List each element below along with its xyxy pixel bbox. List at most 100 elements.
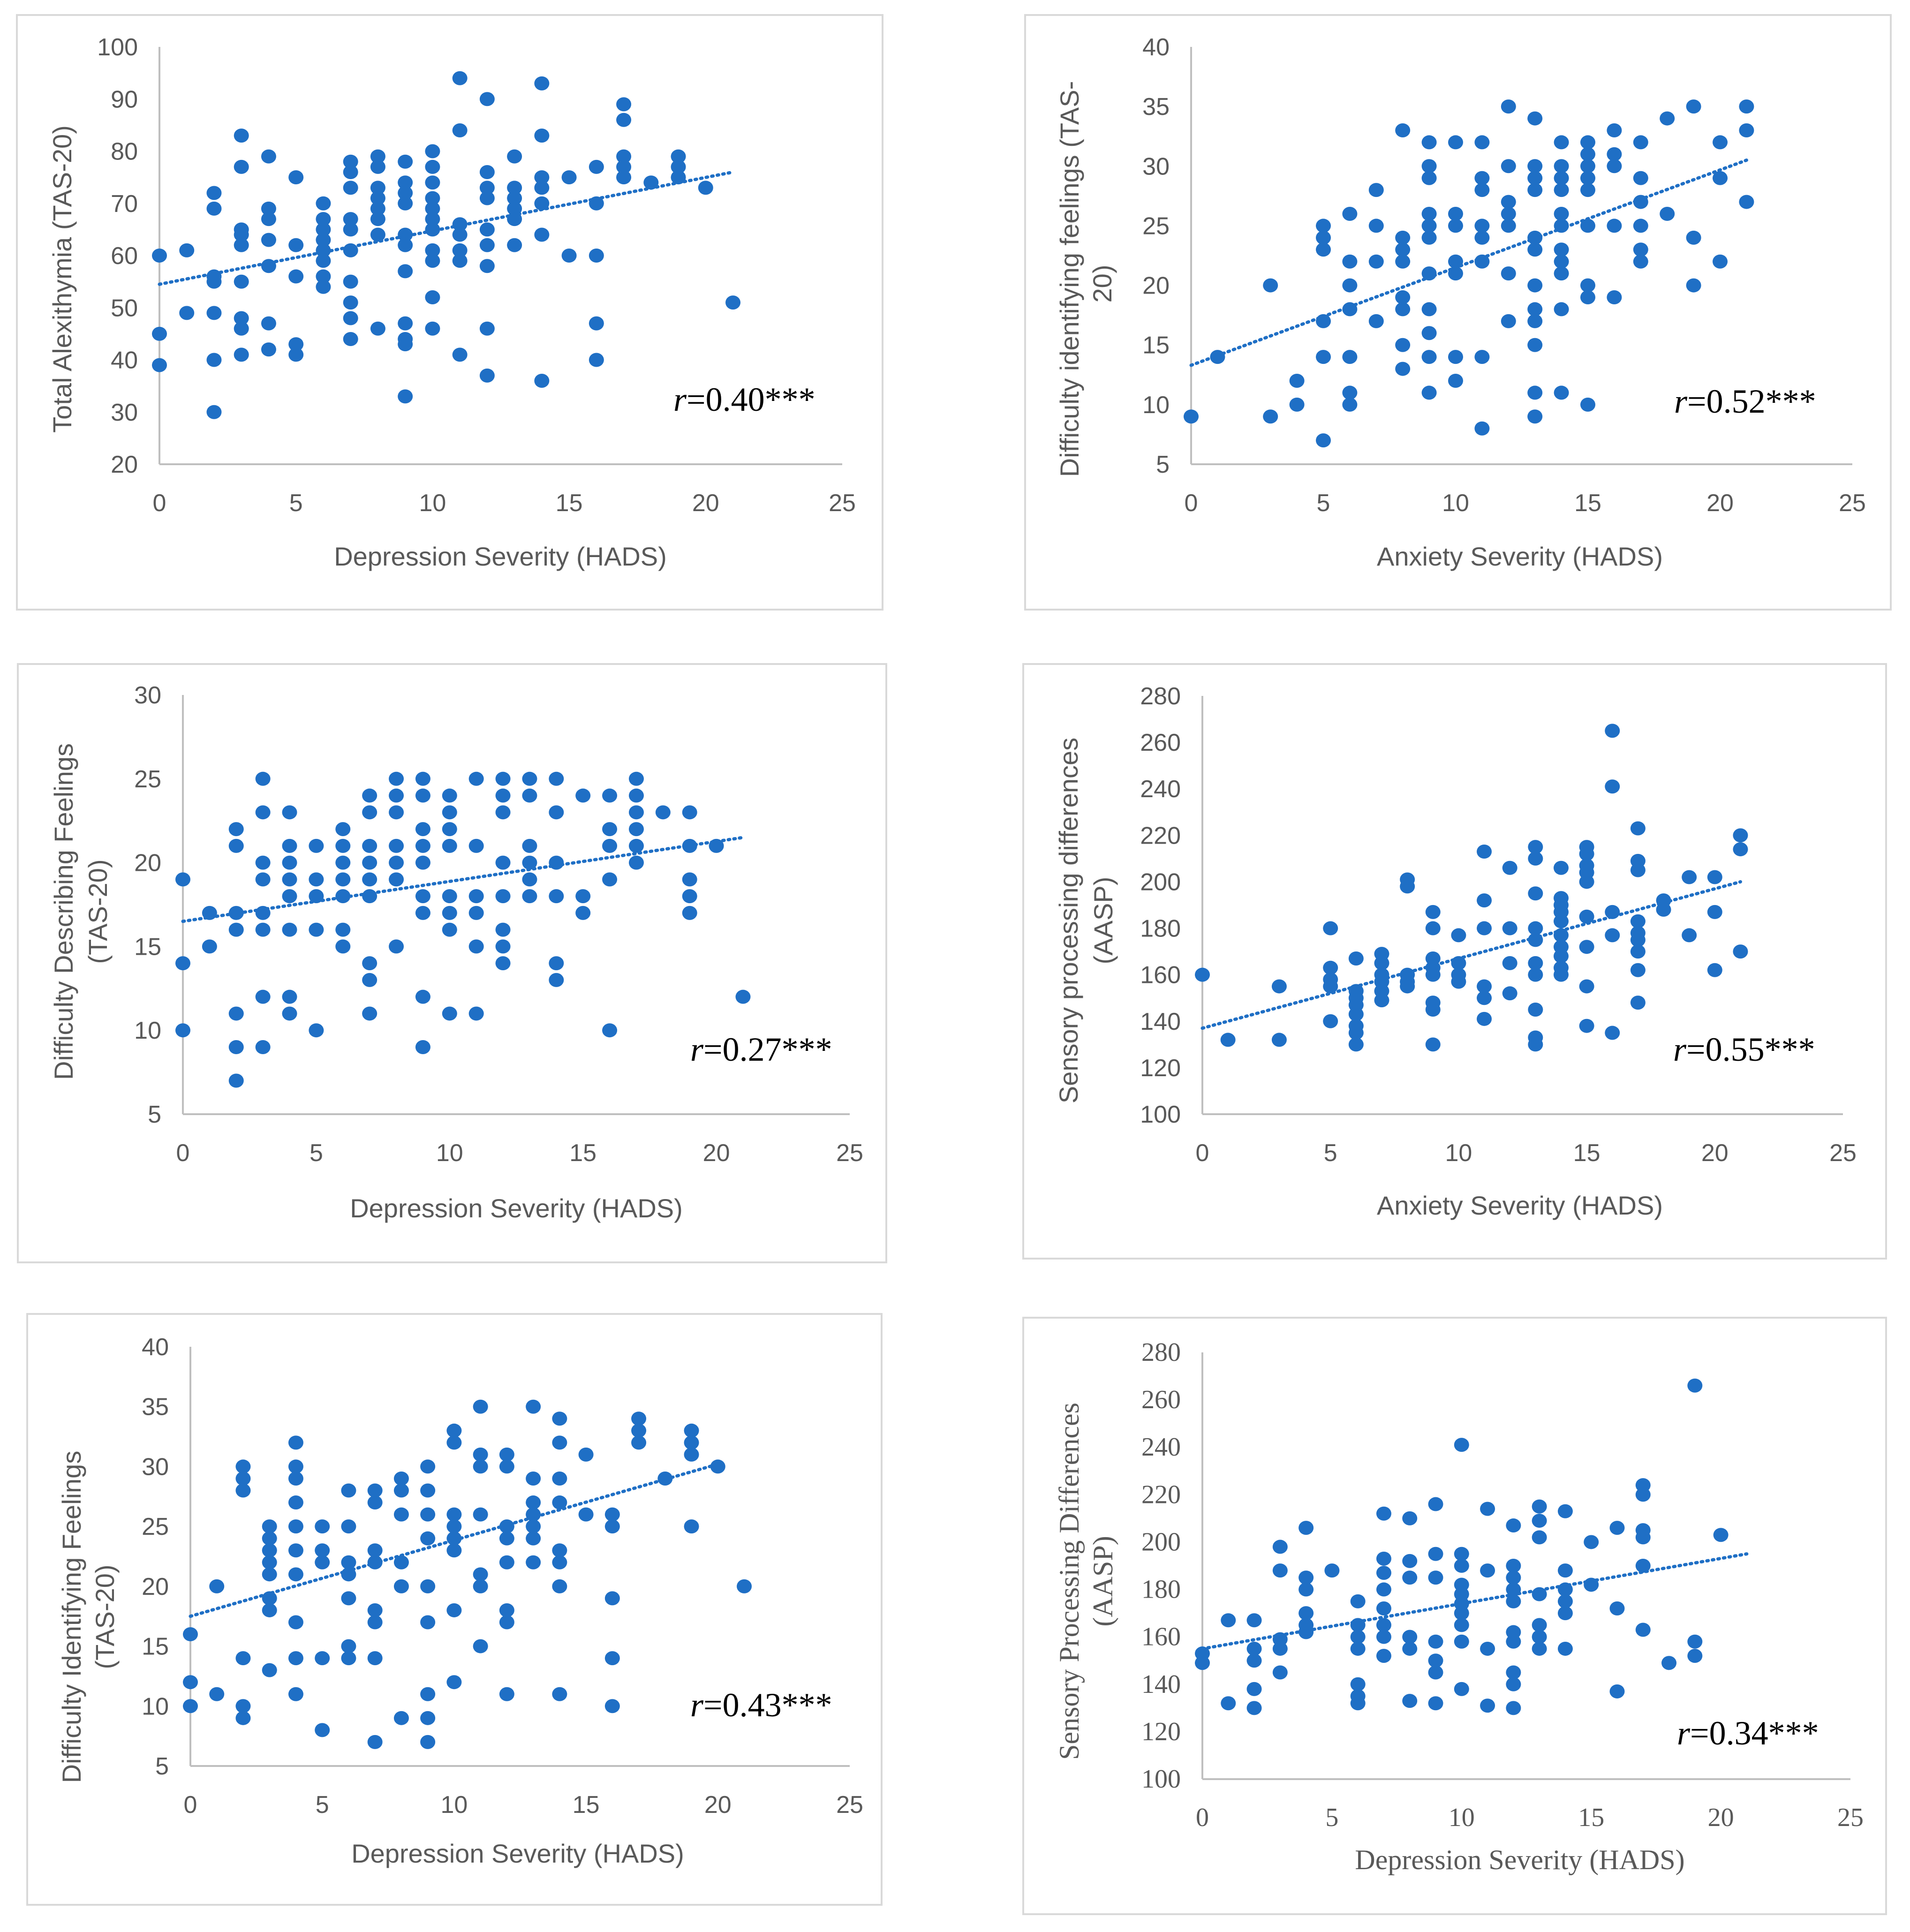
data-point [341, 1591, 356, 1606]
data-point [1454, 1606, 1469, 1621]
data-point [1528, 1003, 1543, 1017]
data-point [389, 805, 404, 820]
data-point [282, 1006, 297, 1021]
data-point [335, 838, 351, 853]
data-point [1323, 960, 1338, 975]
trendline [1200, 1552, 1749, 1651]
x-axis-label: Depression Severity (HADS) [351, 1839, 684, 1868]
data-point [628, 788, 644, 803]
y-tick-label: 20 [142, 1573, 169, 1600]
data-point [1554, 266, 1569, 281]
data-point [671, 159, 686, 174]
data-point [1395, 302, 1411, 317]
y-axis-label-line-1: Sensory processing differences [1054, 738, 1083, 1103]
y-tick-label: 280 [1141, 1338, 1181, 1367]
data-point [616, 113, 632, 127]
data-point [255, 1040, 271, 1054]
data-point [1376, 1582, 1391, 1597]
data-point [1554, 302, 1569, 317]
data-point [1579, 940, 1594, 954]
data-point [1580, 397, 1595, 412]
x-tick-label: 25 [1837, 1803, 1864, 1832]
data-point [1474, 421, 1490, 436]
data-point [1474, 230, 1490, 245]
x-tick-label: 15 [1573, 1140, 1600, 1167]
data-point [616, 149, 632, 164]
data-point [604, 1699, 620, 1713]
data-point [682, 889, 697, 904]
data-point [370, 149, 385, 164]
data-point [589, 159, 604, 174]
data-point [1580, 159, 1595, 174]
data-point [552, 1579, 567, 1593]
data-point [398, 196, 413, 211]
data-point [1579, 909, 1594, 924]
data-point [1527, 183, 1543, 197]
data-point [425, 290, 440, 304]
data-point [684, 1435, 699, 1450]
data-point [1374, 993, 1389, 1008]
data-point [370, 227, 385, 242]
data-point [1579, 1019, 1594, 1033]
y-tick-label: 30 [134, 682, 161, 709]
data-point [234, 128, 249, 143]
data-point [1480, 1502, 1495, 1516]
data-point [262, 1543, 277, 1558]
data-point [1323, 921, 1338, 936]
data-point [425, 191, 440, 205]
data-point [315, 1519, 330, 1534]
data-point [1368, 183, 1384, 197]
data-point [552, 1411, 567, 1426]
data-point [1502, 956, 1517, 970]
data-point [425, 175, 440, 190]
data-point [499, 1615, 514, 1630]
data-point [415, 838, 430, 853]
data-point [335, 855, 351, 870]
data-point [393, 1555, 409, 1570]
data-point [446, 1423, 462, 1438]
data-point [1661, 1656, 1677, 1670]
data-point [255, 771, 271, 786]
data-point [343, 181, 358, 195]
data-point [415, 771, 430, 786]
data-point [398, 337, 413, 352]
y-axis-label-line-2: (TAS-20) [83, 860, 113, 964]
data-point [1480, 1698, 1495, 1713]
data-point [534, 196, 550, 211]
data-point [1421, 159, 1437, 174]
data-point [288, 269, 304, 284]
x-tick-label: 20 [692, 490, 719, 517]
data-point [1707, 870, 1722, 884]
y-tick-label: 180 [1141, 1575, 1181, 1604]
data-point [495, 771, 511, 786]
data-point [1220, 1033, 1236, 1047]
data-point [1316, 219, 1331, 233]
data-point [398, 154, 413, 169]
data-point [1502, 986, 1517, 1001]
y-tick-label: 120 [1141, 1717, 1181, 1746]
data-point [420, 1687, 436, 1701]
data-point [341, 1483, 356, 1498]
data-point [549, 805, 564, 820]
x-tick-label: 0 [1196, 1803, 1209, 1832]
correlation-label: r=0.55*** [1673, 1031, 1815, 1068]
data-point [206, 353, 222, 367]
x-tick-label: 20 [703, 1140, 730, 1167]
data-point [495, 855, 511, 870]
data-point [602, 822, 618, 837]
data-point [420, 1507, 436, 1522]
data-point [698, 181, 713, 195]
data-point [446, 1603, 462, 1617]
data-point [1579, 875, 1594, 889]
data-point [1630, 821, 1646, 836]
data-point [234, 311, 249, 325]
data-point [183, 1675, 198, 1690]
data-point [1580, 219, 1595, 233]
data-point [1630, 963, 1646, 977]
y-tick-label: 5 [148, 1101, 161, 1128]
y-tick-label: 15 [134, 933, 161, 960]
data-point [420, 1459, 436, 1474]
data-point [175, 956, 190, 971]
data-point [1477, 991, 1492, 1005]
data-point [1474, 135, 1490, 150]
